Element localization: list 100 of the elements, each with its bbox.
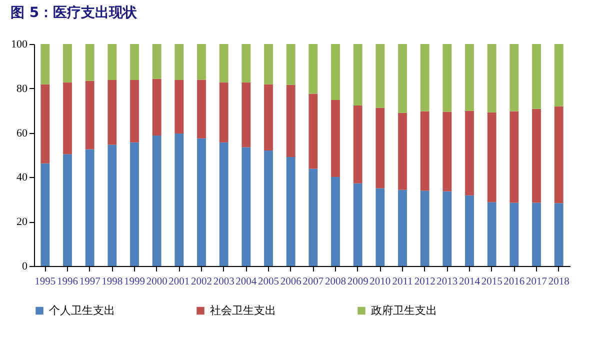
bar xyxy=(554,106,564,204)
bar xyxy=(174,44,184,80)
bar xyxy=(174,80,184,134)
bar xyxy=(442,112,452,192)
bar xyxy=(264,84,273,151)
x-tick-label: 2004 xyxy=(236,276,258,288)
bar xyxy=(442,44,452,112)
x-tick-label: 2018 xyxy=(548,276,570,288)
bar xyxy=(63,44,72,82)
bar xyxy=(242,147,251,266)
y-tick-label: 0 xyxy=(22,260,28,272)
bar xyxy=(376,44,385,108)
bar xyxy=(85,80,94,150)
bar xyxy=(197,138,206,266)
x-tick-label: 2000 xyxy=(146,276,168,288)
x-tick-label: 2012 xyxy=(414,276,436,288)
x-tick-label: 2017 xyxy=(526,276,547,288)
bar xyxy=(219,44,228,82)
bar xyxy=(420,111,430,191)
bar xyxy=(219,82,228,142)
bar xyxy=(286,157,296,266)
bar xyxy=(242,44,251,82)
bar xyxy=(108,144,117,266)
x-tick-label: 2009 xyxy=(347,276,368,288)
bar xyxy=(197,80,206,138)
bar xyxy=(108,44,117,80)
bar xyxy=(130,142,139,266)
bar xyxy=(331,44,340,100)
y-tick-label: 100 xyxy=(11,38,28,50)
bar xyxy=(85,44,94,81)
x-tick-label: 1998 xyxy=(102,276,123,288)
bar xyxy=(487,112,496,202)
bar xyxy=(40,84,50,164)
bar xyxy=(510,111,519,203)
x-tick-label: 2008 xyxy=(325,276,346,288)
x-tick-label: 2011 xyxy=(392,276,413,288)
x-tick-label: 2010 xyxy=(370,276,391,288)
legend-label: 个人卫生支出 xyxy=(49,304,115,317)
bar xyxy=(465,44,474,111)
bar xyxy=(398,190,407,266)
x-tick-label: 2001 xyxy=(168,276,190,288)
bar xyxy=(532,202,541,266)
bar xyxy=(286,84,296,157)
x-tick-label: 2003 xyxy=(213,276,234,288)
bar xyxy=(331,100,340,177)
bar xyxy=(308,94,318,169)
bar xyxy=(353,183,362,266)
bar xyxy=(532,108,541,203)
bar xyxy=(465,110,474,196)
bar xyxy=(174,133,184,266)
bar xyxy=(442,191,452,266)
x-tick-label: 1997 xyxy=(79,276,100,288)
bar xyxy=(63,82,72,154)
x-tick-label: 2013 xyxy=(436,276,458,288)
bar xyxy=(554,203,564,266)
bar xyxy=(376,188,385,266)
bar xyxy=(331,176,340,266)
bar xyxy=(510,44,519,112)
bar xyxy=(197,44,206,80)
bar xyxy=(398,44,407,113)
bar xyxy=(264,44,273,84)
x-tick-label: 2007 xyxy=(302,276,324,288)
chart-title: 图 5：医疗支出现状 xyxy=(10,4,138,21)
bar xyxy=(308,44,318,94)
x-tick-label: 2014 xyxy=(459,276,481,288)
bar xyxy=(487,202,496,266)
bar xyxy=(420,190,430,266)
x-tick-label: 2016 xyxy=(504,276,525,288)
bar xyxy=(465,195,474,266)
bar xyxy=(353,44,362,106)
bar xyxy=(286,44,296,85)
bar xyxy=(130,44,139,80)
bar xyxy=(40,163,50,266)
x-tick-label: 1999 xyxy=(124,276,145,288)
bar xyxy=(264,150,273,266)
bar xyxy=(398,112,407,190)
bar xyxy=(376,108,385,188)
bar xyxy=(532,44,541,109)
bar xyxy=(554,44,564,106)
bar xyxy=(242,82,251,148)
x-tick-label: 2005 xyxy=(258,276,279,288)
bar xyxy=(85,149,94,266)
bar xyxy=(40,44,50,84)
x-tick-label: 2006 xyxy=(280,276,302,288)
legend-label: 社会卫生支出 xyxy=(210,304,276,317)
y-tick-label: 60 xyxy=(16,127,28,140)
bar xyxy=(420,44,430,112)
bar xyxy=(308,168,318,266)
bar xyxy=(152,135,162,266)
x-tick-label: 1995 xyxy=(34,276,56,288)
bar xyxy=(108,80,117,145)
y-tick-label: 80 xyxy=(16,82,28,95)
x-tick-label: 2015 xyxy=(481,276,502,288)
y-tick-label: 40 xyxy=(16,172,28,184)
bar xyxy=(152,78,162,136)
bar xyxy=(487,44,496,112)
x-tick-label: 1996 xyxy=(57,276,78,288)
bar xyxy=(510,202,519,266)
bar xyxy=(152,44,162,79)
legend-label: 政府卫生支出 xyxy=(371,304,437,317)
